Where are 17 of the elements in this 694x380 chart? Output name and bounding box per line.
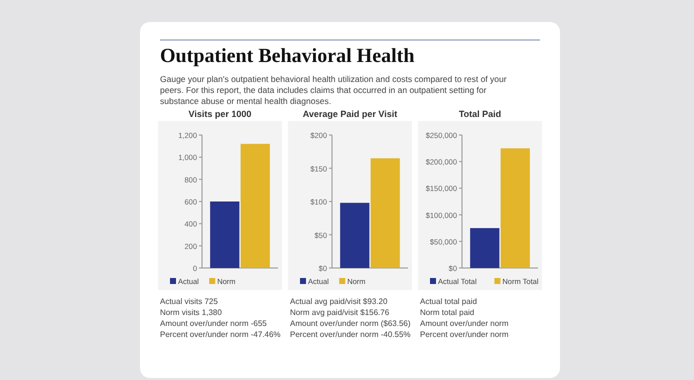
text: Percent over/under norm -47.46% bbox=[160, 330, 281, 339]
text: Actual visits 725 bbox=[160, 297, 218, 306]
chart-title: Average Paid per Visit bbox=[302, 109, 398, 119]
text: Percent over/under norm bbox=[420, 330, 509, 339]
text: Actual total paid bbox=[420, 297, 477, 306]
text: Percent over/under norm -40.55% bbox=[290, 330, 411, 339]
text: Amount over/under norm -655 bbox=[160, 319, 268, 328]
chart-title: Total Paid bbox=[458, 109, 502, 119]
chart-title: Visits per 1000 bbox=[188, 109, 252, 119]
text: Amount over/under norm bbox=[420, 319, 509, 328]
text: Actual avg paid/visit $93.20 bbox=[290, 297, 388, 306]
text: Gauge your plan's outpatient behavioral health utilization and costs compared to rest of your peers. For this report, the data includes claims that occurred in an outpatient setting for substance abuse or mental health diagnoses. bbox=[160, 74, 507, 106]
text: Norm avg paid/visit $156.76 bbox=[290, 308, 390, 317]
text: Outpatient Behavioral Health bbox=[160, 45, 414, 67]
text: Amount over/under norm ($63.56) bbox=[290, 319, 411, 328]
text: Norm total paid bbox=[420, 308, 474, 317]
text: Norm visits 1,380 bbox=[160, 308, 222, 317]
